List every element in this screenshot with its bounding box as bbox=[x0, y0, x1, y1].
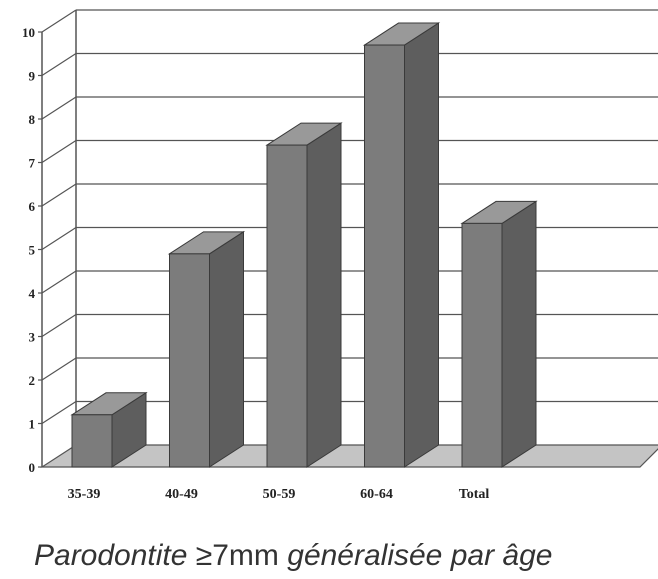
caption-part-2: 7mm bbox=[212, 539, 279, 572]
y-tick-label: 0 bbox=[29, 460, 36, 475]
chart-caption: Parodontite ≥7mm généralisée par âge bbox=[34, 538, 658, 574]
caption-part-1: Parodontite ≥ bbox=[34, 539, 213, 572]
bar-front bbox=[364, 44, 405, 468]
caption-part-3: généralisée par âge bbox=[278, 539, 553, 572]
y-axis bbox=[38, 10, 77, 468]
gridline-diagonal bbox=[41, 96, 77, 120]
x-category-label: Total bbox=[459, 487, 490, 502]
bar bbox=[167, 230, 246, 468]
y-tick-label: 8 bbox=[29, 112, 36, 127]
gridline-diagonal bbox=[41, 9, 77, 33]
bar-side bbox=[306, 122, 342, 468]
gridline-diagonal bbox=[41, 357, 77, 381]
y-tick-label: 3 bbox=[29, 330, 36, 345]
bar bbox=[70, 391, 148, 468]
y-tick-label: 7 bbox=[29, 156, 36, 171]
y-tick-label: 4 bbox=[29, 286, 36, 301]
gridline-diagonal bbox=[41, 183, 77, 207]
y-tick-label: 6 bbox=[29, 199, 36, 214]
y-tick-label: 1 bbox=[29, 417, 36, 432]
y-tick-label: 5 bbox=[29, 243, 36, 258]
bar bbox=[460, 200, 538, 468]
bar bbox=[265, 122, 343, 468]
x-category-label: 35-39 bbox=[68, 487, 101, 502]
bar-front bbox=[71, 414, 113, 468]
y-tick-label: 10 bbox=[22, 25, 35, 40]
bar-front bbox=[461, 222, 503, 468]
bar bbox=[362, 22, 441, 468]
bar-side bbox=[209, 230, 244, 468]
chart-gridlines bbox=[41, 9, 658, 425]
x-category-label: 40-49 bbox=[165, 487, 198, 502]
x-category-labels: 35-39 40-49 50-59 60-64 Total bbox=[68, 487, 490, 502]
gridline-diagonal bbox=[41, 270, 77, 294]
bar-side bbox=[404, 22, 439, 468]
y-tick-label: 2 bbox=[29, 373, 36, 388]
x-category-label: 60-64 bbox=[360, 487, 393, 502]
x-category-label: 50-59 bbox=[263, 487, 296, 502]
bar-front bbox=[169, 253, 210, 468]
gridline-diagonal bbox=[41, 139, 77, 164]
bar-chart: 0 1 2 3 4 5 6 7 8 9 10 35-39 40-49 50-59 60-64 Total bbox=[22, 9, 658, 502]
gridline-diagonal bbox=[41, 313, 77, 338]
bar-side bbox=[501, 200, 537, 468]
gridline-diagonal bbox=[41, 226, 77, 251]
y-tick-labels: 0 1 2 3 4 5 6 7 8 9 10 bbox=[22, 25, 36, 475]
gridline-diagonal bbox=[41, 400, 77, 425]
chart-bars bbox=[70, 22, 538, 468]
y-tick-label: 9 bbox=[29, 69, 36, 84]
bar-front bbox=[266, 144, 308, 468]
gridline-diagonal bbox=[41, 52, 77, 77]
